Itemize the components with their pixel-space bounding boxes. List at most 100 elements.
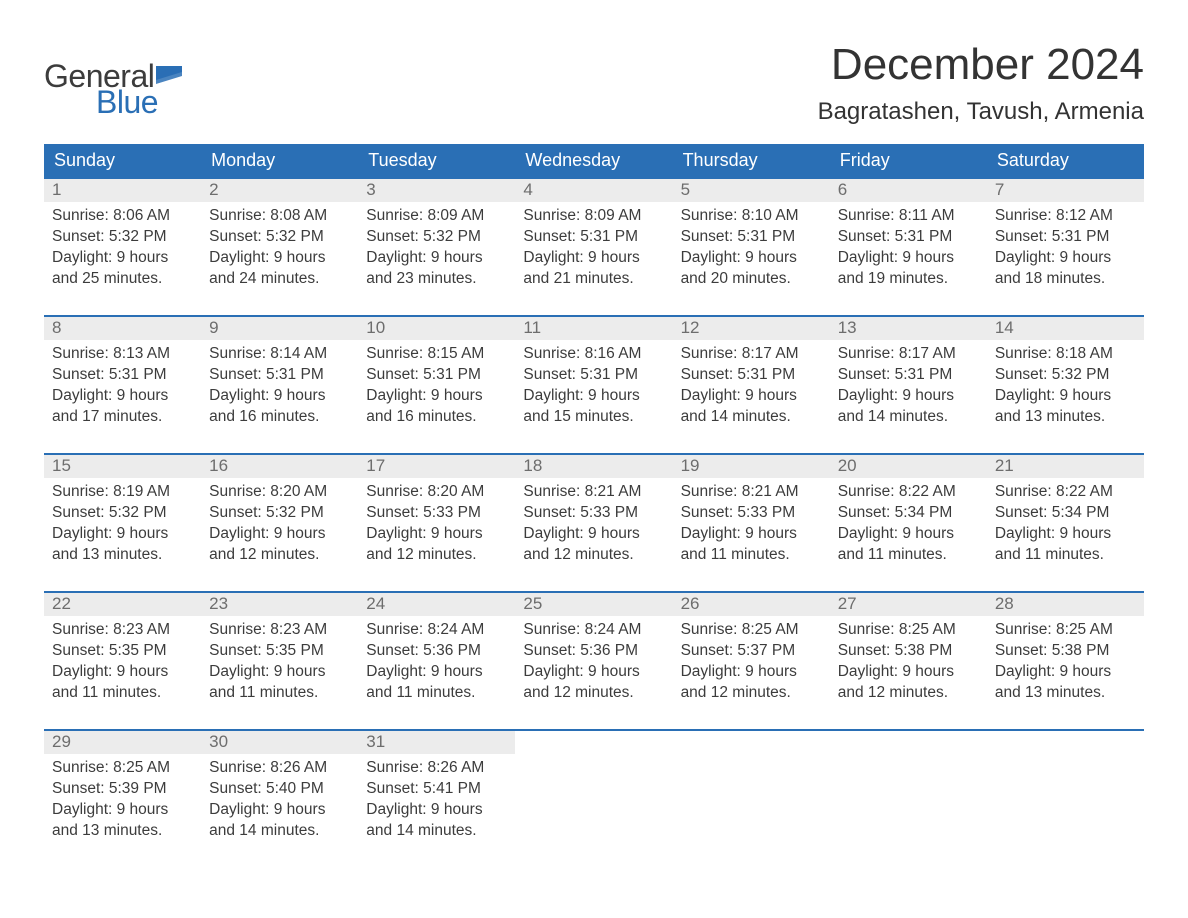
day-number: 6 [830, 179, 987, 202]
week-row: 29Sunrise: 8:25 AMSunset: 5:39 PMDayligh… [44, 729, 1144, 867]
sunset-line: Sunset: 5:31 PM [209, 365, 350, 386]
sunrise-line: Sunrise: 8:17 AM [681, 344, 822, 365]
daylight-line: Daylight: 9 hours and 11 minutes. [838, 524, 979, 566]
day-number: 31 [358, 731, 515, 754]
weekday-header: Saturday [987, 144, 1144, 177]
daylight-line: Daylight: 9 hours and 23 minutes. [366, 248, 507, 290]
day-details: Sunrise: 8:20 AMSunset: 5:33 PMDaylight:… [358, 478, 515, 574]
day-details: Sunrise: 8:06 AMSunset: 5:32 PMDaylight:… [44, 202, 201, 298]
calendar: SundayMondayTuesdayWednesdayThursdayFrid… [44, 144, 1144, 867]
sunset-line: Sunset: 5:33 PM [366, 503, 507, 524]
sunrise-line: Sunrise: 8:14 AM [209, 344, 350, 365]
day-cell: 6Sunrise: 8:11 AMSunset: 5:31 PMDaylight… [830, 179, 987, 315]
day-number: 21 [987, 455, 1144, 478]
daylight-line: Daylight: 9 hours and 12 minutes. [366, 524, 507, 566]
day-details: Sunrise: 8:15 AMSunset: 5:31 PMDaylight:… [358, 340, 515, 436]
sunset-line: Sunset: 5:41 PM [366, 779, 507, 800]
day-cell: 9Sunrise: 8:14 AMSunset: 5:31 PMDaylight… [201, 317, 358, 453]
sunrise-line: Sunrise: 8:24 AM [366, 620, 507, 641]
daylight-line: Daylight: 9 hours and 11 minutes. [681, 524, 822, 566]
daylight-line: Daylight: 9 hours and 18 minutes. [995, 248, 1136, 290]
day-cell: 20Sunrise: 8:22 AMSunset: 5:34 PMDayligh… [830, 455, 987, 591]
day-details: Sunrise: 8:13 AMSunset: 5:31 PMDaylight:… [44, 340, 201, 436]
day-number: 1 [44, 179, 201, 202]
day-number: 16 [201, 455, 358, 478]
day-number: 11 [515, 317, 672, 340]
daylight-line: Daylight: 9 hours and 13 minutes. [52, 800, 193, 842]
day-number: 8 [44, 317, 201, 340]
sunset-line: Sunset: 5:31 PM [523, 227, 664, 248]
week-row: 8Sunrise: 8:13 AMSunset: 5:31 PMDaylight… [44, 315, 1144, 453]
week-row: 1Sunrise: 8:06 AMSunset: 5:32 PMDaylight… [44, 177, 1144, 315]
day-cell: 31Sunrise: 8:26 AMSunset: 5:41 PMDayligh… [358, 731, 515, 867]
sunrise-line: Sunrise: 8:16 AM [523, 344, 664, 365]
daylight-line: Daylight: 9 hours and 14 minutes. [681, 386, 822, 428]
sunrise-line: Sunrise: 8:08 AM [209, 206, 350, 227]
sunset-line: Sunset: 5:40 PM [209, 779, 350, 800]
day-cell: 7Sunrise: 8:12 AMSunset: 5:31 PMDaylight… [987, 179, 1144, 315]
sunrise-line: Sunrise: 8:22 AM [995, 482, 1136, 503]
sunset-line: Sunset: 5:31 PM [838, 365, 979, 386]
daylight-line: Daylight: 9 hours and 13 minutes. [995, 386, 1136, 428]
page-title: December 2024 [818, 40, 1144, 90]
sunrise-line: Sunrise: 8:26 AM [209, 758, 350, 779]
day-details: Sunrise: 8:22 AMSunset: 5:34 PMDaylight:… [987, 478, 1144, 574]
daylight-line: Daylight: 9 hours and 16 minutes. [209, 386, 350, 428]
daylight-line: Daylight: 9 hours and 12 minutes. [681, 662, 822, 704]
day-number: 22 [44, 593, 201, 616]
day-cell: 1Sunrise: 8:06 AMSunset: 5:32 PMDaylight… [44, 179, 201, 315]
sunset-line: Sunset: 5:35 PM [52, 641, 193, 662]
sunrise-line: Sunrise: 8:21 AM [681, 482, 822, 503]
day-number: 18 [515, 455, 672, 478]
sunset-line: Sunset: 5:34 PM [838, 503, 979, 524]
day-details: Sunrise: 8:12 AMSunset: 5:31 PMDaylight:… [987, 202, 1144, 298]
day-cell: 4Sunrise: 8:09 AMSunset: 5:31 PMDaylight… [515, 179, 672, 315]
day-number [673, 731, 830, 754]
day-details: Sunrise: 8:09 AMSunset: 5:31 PMDaylight:… [515, 202, 672, 298]
day-cell: 11Sunrise: 8:16 AMSunset: 5:31 PMDayligh… [515, 317, 672, 453]
daylight-line: Daylight: 9 hours and 17 minutes. [52, 386, 193, 428]
day-number: 5 [673, 179, 830, 202]
sunrise-line: Sunrise: 8:11 AM [838, 206, 979, 227]
daylight-line: Daylight: 9 hours and 13 minutes. [52, 524, 193, 566]
day-details: Sunrise: 8:25 AMSunset: 5:38 PMDaylight:… [830, 616, 987, 712]
sunset-line: Sunset: 5:36 PM [366, 641, 507, 662]
day-number: 7 [987, 179, 1144, 202]
sunset-line: Sunset: 5:31 PM [366, 365, 507, 386]
day-cell: 2Sunrise: 8:08 AMSunset: 5:32 PMDaylight… [201, 179, 358, 315]
sunrise-line: Sunrise: 8:25 AM [681, 620, 822, 641]
day-cell: 12Sunrise: 8:17 AMSunset: 5:31 PMDayligh… [673, 317, 830, 453]
day-number: 27 [830, 593, 987, 616]
day-details: Sunrise: 8:26 AMSunset: 5:41 PMDaylight:… [358, 754, 515, 850]
weekday-header: Wednesday [515, 144, 672, 177]
day-number: 13 [830, 317, 987, 340]
sunrise-line: Sunrise: 8:17 AM [838, 344, 979, 365]
day-number: 23 [201, 593, 358, 616]
day-cell: 23Sunrise: 8:23 AMSunset: 5:35 PMDayligh… [201, 593, 358, 729]
day-details: Sunrise: 8:25 AMSunset: 5:39 PMDaylight:… [44, 754, 201, 850]
sunrise-line: Sunrise: 8:25 AM [838, 620, 979, 641]
day-cell: 22Sunrise: 8:23 AMSunset: 5:35 PMDayligh… [44, 593, 201, 729]
day-number: 4 [515, 179, 672, 202]
sunrise-line: Sunrise: 8:18 AM [995, 344, 1136, 365]
title-block: December 2024 Bagratashen, Tavush, Armen… [818, 40, 1144, 126]
sunrise-line: Sunrise: 8:21 AM [523, 482, 664, 503]
week-row: 15Sunrise: 8:19 AMSunset: 5:32 PMDayligh… [44, 453, 1144, 591]
day-details: Sunrise: 8:21 AMSunset: 5:33 PMDaylight:… [673, 478, 830, 574]
sunrise-line: Sunrise: 8:24 AM [523, 620, 664, 641]
day-cell [830, 731, 987, 867]
daylight-line: Daylight: 9 hours and 14 minutes. [366, 800, 507, 842]
sunrise-line: Sunrise: 8:12 AM [995, 206, 1136, 227]
day-number [515, 731, 672, 754]
day-cell: 28Sunrise: 8:25 AMSunset: 5:38 PMDayligh… [987, 593, 1144, 729]
sunset-line: Sunset: 5:39 PM [52, 779, 193, 800]
sunset-line: Sunset: 5:31 PM [52, 365, 193, 386]
sunrise-line: Sunrise: 8:06 AM [52, 206, 193, 227]
weekday-header: Tuesday [358, 144, 515, 177]
day-details: Sunrise: 8:14 AMSunset: 5:31 PMDaylight:… [201, 340, 358, 436]
sunset-line: Sunset: 5:38 PM [995, 641, 1136, 662]
sunrise-line: Sunrise: 8:09 AM [366, 206, 507, 227]
day-number: 15 [44, 455, 201, 478]
sunset-line: Sunset: 5:31 PM [523, 365, 664, 386]
sunset-line: Sunset: 5:34 PM [995, 503, 1136, 524]
